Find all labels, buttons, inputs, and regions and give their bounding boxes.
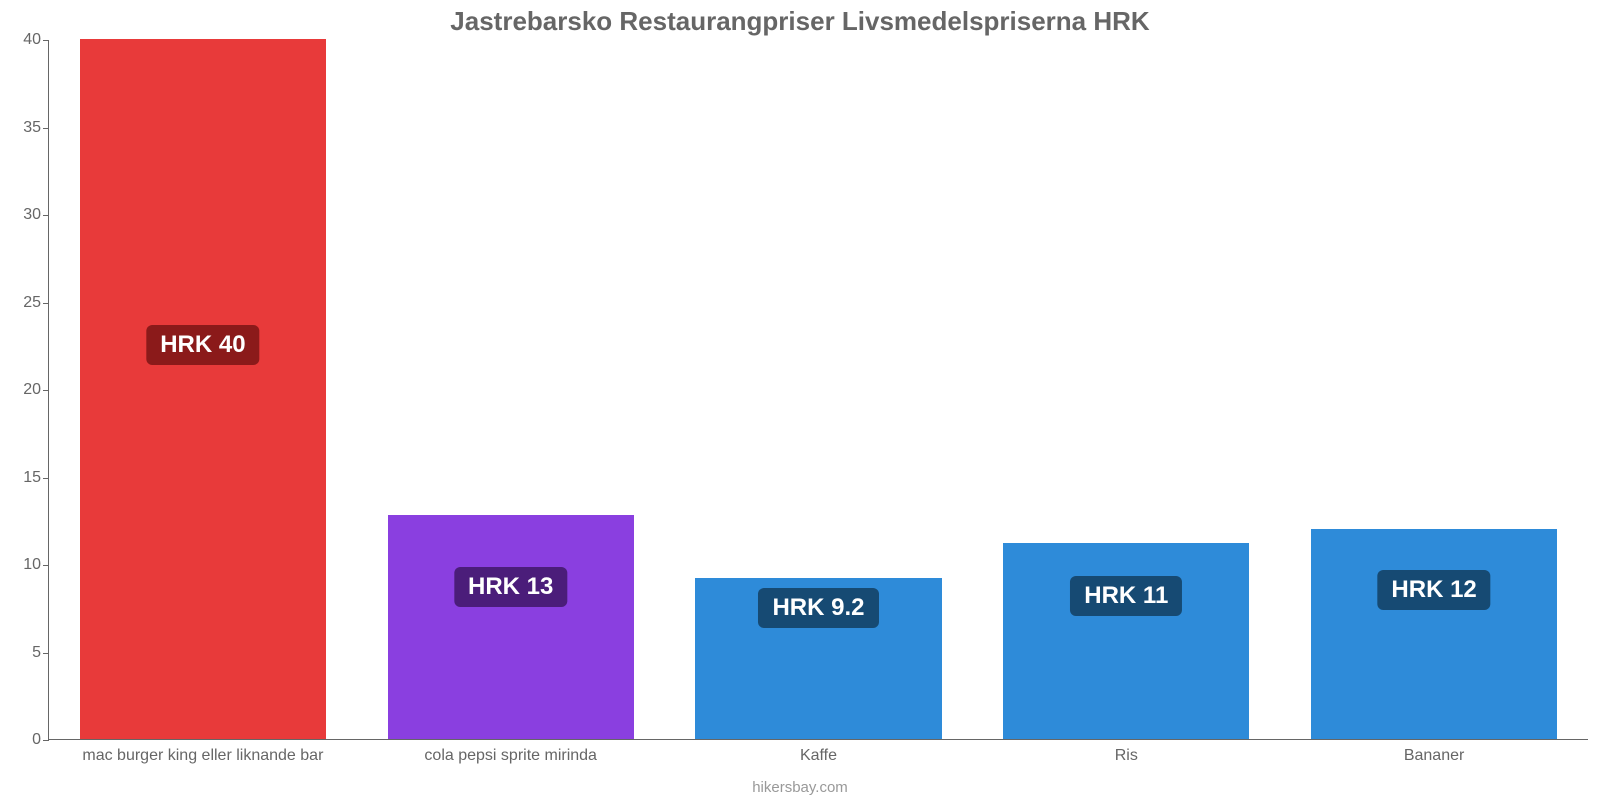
y-tick-mark	[43, 40, 49, 41]
y-tick-mark	[43, 128, 49, 129]
y-tick-label: 0	[9, 731, 41, 749]
y-tick-label: 25	[9, 294, 41, 312]
bar-slot: HRK 9.2Kaffe	[665, 40, 973, 739]
y-tick-label: 5	[9, 644, 41, 662]
value-badge: HRK 9.2	[758, 588, 878, 628]
plot-area: HRK 40mac burger king eller liknande bar…	[48, 40, 1588, 740]
y-tick-mark	[43, 653, 49, 654]
chart-title: Jastrebarsko Restaurangpriser Livsmedels…	[0, 6, 1600, 37]
value-badge: HRK 13	[454, 567, 567, 607]
y-tick-label: 40	[9, 31, 41, 49]
bar-slot: HRK 13cola pepsi sprite mirinda	[357, 40, 665, 739]
y-tick-label: 20	[9, 381, 41, 399]
y-tick-mark	[43, 303, 49, 304]
x-axis-label: Bananer	[1404, 747, 1465, 765]
y-tick-mark	[43, 478, 49, 479]
y-tick-mark	[43, 740, 49, 741]
bar	[1311, 529, 1557, 739]
y-tick-label: 35	[9, 119, 41, 137]
bar-slot: HRK 40mac burger king eller liknande bar	[49, 40, 357, 739]
bars-container: HRK 40mac burger king eller liknande bar…	[49, 40, 1588, 739]
y-tick-mark	[43, 390, 49, 391]
y-tick-mark	[43, 565, 49, 566]
x-axis-label: Kaffe	[800, 747, 837, 765]
bar	[388, 515, 634, 739]
bar-slot: HRK 12Bananer	[1280, 40, 1588, 739]
credit-text: hikersbay.com	[0, 779, 1600, 796]
x-axis-label: Ris	[1115, 747, 1138, 765]
value-badge: HRK 12	[1377, 570, 1490, 610]
bar	[1003, 543, 1249, 739]
value-badge: HRK 11	[1070, 576, 1182, 616]
value-badge: HRK 40	[146, 325, 259, 365]
y-tick-label: 10	[9, 556, 41, 574]
bar-slot: HRK 11Ris	[972, 40, 1280, 739]
y-tick-label: 15	[9, 469, 41, 487]
price-chart: Jastrebarsko Restaurangpriser Livsmedels…	[0, 0, 1600, 800]
x-axis-label: cola pepsi sprite mirinda	[424, 747, 597, 765]
y-tick-label: 30	[9, 206, 41, 224]
x-axis-label: mac burger king eller liknande bar	[82, 747, 323, 765]
y-tick-mark	[43, 215, 49, 216]
bar	[80, 39, 326, 739]
